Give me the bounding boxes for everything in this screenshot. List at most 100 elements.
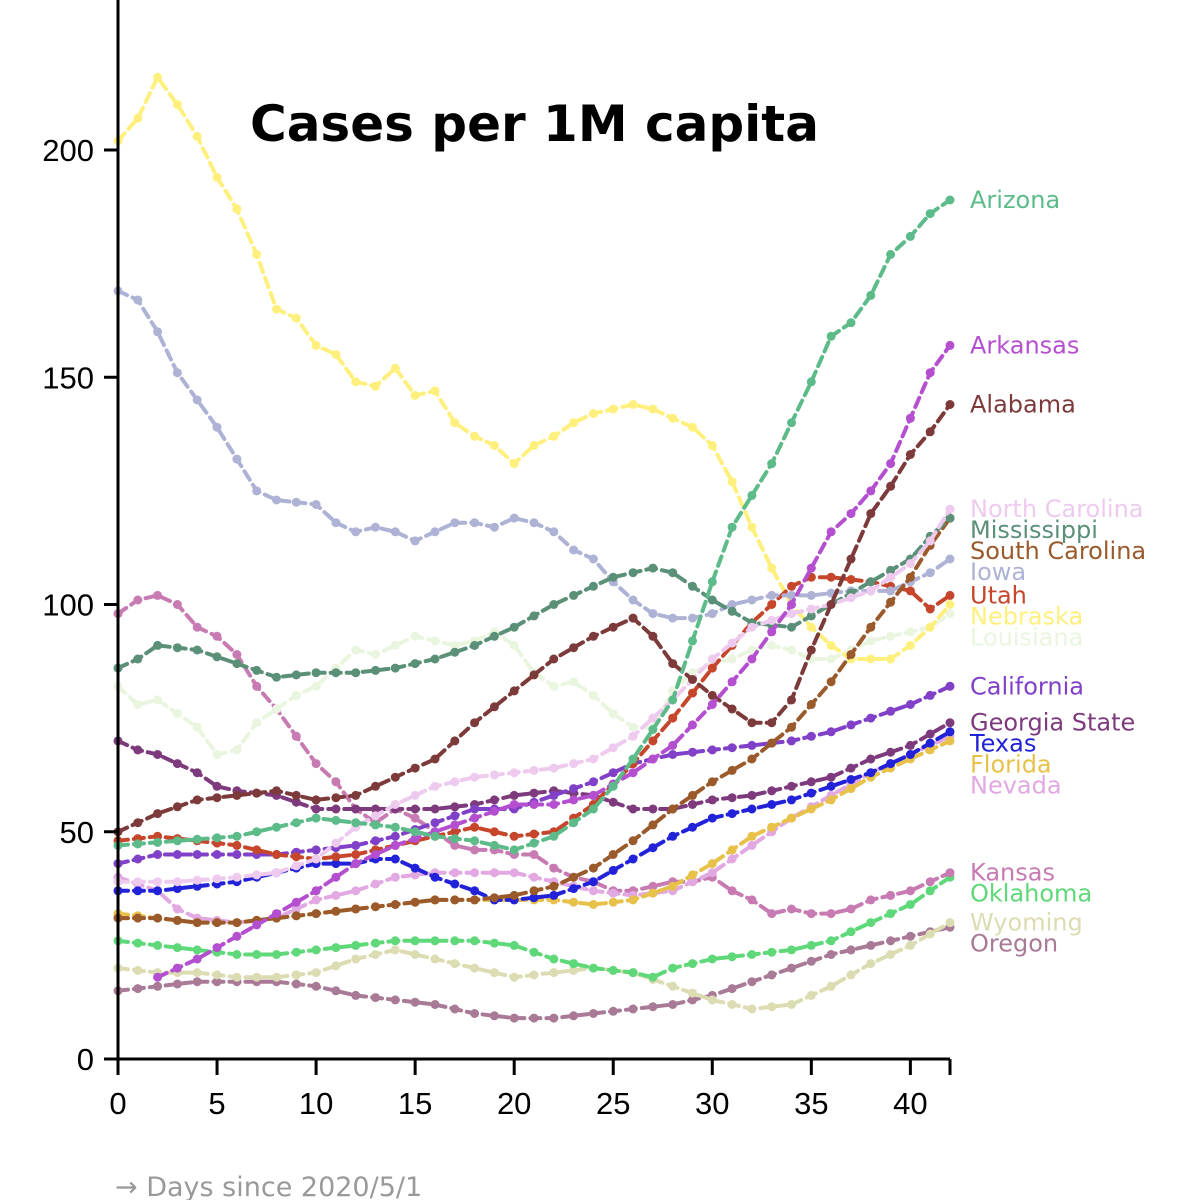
data-point — [608, 965, 618, 975]
data-point — [648, 1002, 658, 1012]
data-point — [470, 431, 480, 441]
data-point — [311, 909, 321, 919]
data-point — [846, 593, 856, 603]
data-point — [648, 843, 658, 853]
data-point — [925, 738, 935, 748]
ticks-layer: 0 50 100 150 200 0 5 10 15 20 25 30 35 40 — [42, 133, 952, 1121]
data-point — [688, 822, 697, 832]
data-point — [588, 581, 598, 591]
data-point — [846, 720, 856, 730]
data-point — [886, 950, 896, 959]
legend-label-wyoming: Wyoming — [970, 909, 1083, 937]
data-point — [291, 497, 301, 507]
data-point — [291, 731, 301, 741]
data-point — [331, 859, 341, 869]
data-point — [886, 459, 896, 469]
data-point — [232, 204, 242, 214]
series-nebraska — [113, 72, 955, 664]
data-point — [272, 786, 281, 796]
data-point — [351, 886, 361, 896]
y-tick-label: 150 — [42, 360, 94, 395]
series-labels: Arizona Arkansas Alabama North CarolinaMiss… — [969, 186, 1146, 958]
data-point — [806, 940, 816, 950]
data-point — [886, 597, 896, 607]
data-point — [133, 854, 143, 864]
data-point — [747, 645, 757, 655]
data-point — [787, 904, 796, 914]
data-point — [390, 900, 400, 909]
data-point — [569, 897, 579, 907]
data-point — [133, 913, 143, 923]
data-point — [826, 781, 836, 791]
data-point — [489, 770, 499, 780]
data-point — [569, 884, 579, 894]
data-point — [252, 972, 262, 982]
data-point — [945, 736, 955, 746]
data-point — [668, 568, 678, 578]
data-point — [331, 350, 341, 359]
data-point — [311, 968, 321, 978]
data-point — [727, 952, 737, 962]
data-point — [707, 954, 717, 964]
data-point — [430, 936, 440, 946]
data-point — [628, 895, 638, 905]
y-tick-label: 50 — [60, 815, 94, 850]
x-tick-label: 40 — [893, 1086, 927, 1121]
data-point — [549, 831, 559, 841]
data-point — [668, 413, 678, 423]
data-point — [529, 800, 539, 809]
data-point — [688, 790, 697, 800]
data-point — [886, 481, 896, 491]
data-point — [569, 965, 579, 975]
data-point — [707, 577, 717, 587]
data-point — [846, 945, 856, 955]
data-point — [707, 868, 717, 878]
data-point — [688, 800, 697, 809]
x-tick-label: 30 — [695, 1086, 729, 1121]
data-point — [430, 781, 440, 791]
data-point — [153, 750, 163, 759]
data-point — [588, 1009, 598, 1018]
data-point — [153, 981, 163, 991]
data-point — [608, 897, 618, 907]
data-point — [450, 840, 460, 850]
data-point — [172, 943, 182, 953]
legend-label-nebraska: Nebraska — [970, 602, 1083, 630]
data-point — [272, 704, 281, 714]
x-tick-label: 20 — [497, 1086, 531, 1121]
data-point — [133, 938, 143, 948]
series-line-kansas — [116, 593, 952, 916]
data-point — [707, 995, 717, 1005]
data-point — [331, 943, 341, 953]
data-point — [905, 559, 915, 569]
data-point — [371, 836, 380, 846]
data-point — [529, 838, 539, 848]
data-point — [747, 804, 757, 814]
data-point — [410, 804, 420, 814]
legend-label-south-carolina: South Carolina — [970, 537, 1146, 565]
data-point — [608, 850, 618, 859]
data-point — [747, 895, 757, 905]
data-point — [806, 804, 816, 814]
y-tick-label: 0 — [77, 1042, 94, 1077]
data-point — [925, 209, 935, 219]
data-point — [371, 820, 380, 830]
data-point — [489, 893, 499, 903]
data-point — [707, 663, 717, 673]
data-point — [410, 790, 420, 800]
data-point — [450, 802, 460, 812]
data-point — [905, 886, 915, 896]
data-point — [588, 790, 598, 800]
data-point — [529, 947, 539, 957]
data-point — [806, 788, 816, 798]
data-point — [668, 695, 678, 705]
data-point — [806, 700, 816, 709]
data-point — [192, 395, 202, 405]
data-point — [351, 954, 361, 964]
data-point — [608, 781, 618, 791]
data-point — [787, 581, 796, 591]
data-point — [767, 738, 777, 748]
data-point — [291, 861, 301, 871]
data-point — [470, 804, 480, 814]
data-point — [767, 947, 777, 957]
